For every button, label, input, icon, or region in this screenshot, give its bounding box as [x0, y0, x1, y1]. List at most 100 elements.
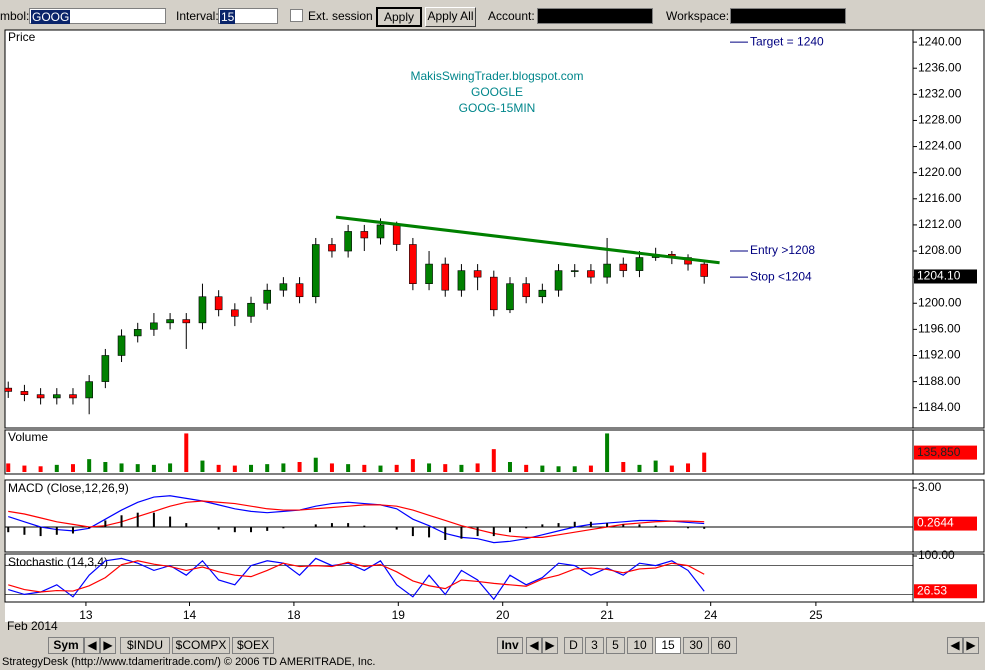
panel-title: Volume [8, 430, 48, 444]
histogram-bar [23, 526, 26, 535]
tab[interactable]: 15 [655, 637, 681, 654]
axis-frame [912, 429, 985, 475]
tab[interactable]: 10 [627, 637, 653, 654]
annotation: Entry >1208 [750, 243, 815, 257]
tab[interactable]: 3 [585, 637, 604, 654]
x-tick-label: 19 [392, 608, 406, 622]
tab[interactable]: 30 [683, 637, 709, 654]
candle-body [603, 263, 611, 278]
candle-body [522, 283, 530, 298]
tab[interactable]: D [564, 637, 583, 654]
volume-bar [459, 464, 464, 472]
histogram-bar [541, 524, 544, 527]
histogram-bar [492, 526, 495, 537]
watermark: MakisSwingTrader.blogspot.com [411, 69, 584, 83]
candle-body [489, 276, 498, 311]
volume-bar [151, 464, 156, 472]
y-tick-label: 3.00 [918, 480, 942, 494]
scroll-right[interactable]: ▶ [100, 637, 116, 654]
y-tick-label: 1228.00 [918, 113, 962, 127]
volume-bar [54, 464, 59, 472]
candle-body [85, 381, 93, 399]
inv-tab[interactable]: Inv [497, 637, 523, 654]
volume-bar [184, 433, 189, 472]
interval-label: Interval: [176, 9, 219, 23]
volume-bar [346, 464, 351, 472]
trendline [335, 215, 720, 265]
panel-title: Stochastic (14,3,4) [8, 555, 108, 569]
tab[interactable]: $COMPX [172, 637, 230, 654]
candle-body [295, 283, 304, 298]
scroll-left[interactable]: ◀ [84, 637, 100, 654]
candle-body [150, 322, 158, 330]
candle-body [425, 263, 433, 284]
y-tick-label: 1192.00 [918, 348, 961, 362]
candle-body [133, 329, 142, 337]
histogram-bar [573, 521, 576, 527]
y-tick-label: 1232.00 [918, 87, 962, 101]
volume-bar [265, 464, 270, 472]
scroll-right[interactable]: ▶ [542, 637, 558, 654]
candle-body [36, 394, 45, 399]
volume-bar [378, 465, 383, 472]
indicator-line [8, 560, 705, 593]
candle-body [360, 231, 369, 239]
ext-session-label: Ext. session [308, 9, 373, 23]
volume-bar [6, 463, 11, 472]
volume-bar [475, 463, 480, 472]
workspace-input[interactable] [730, 8, 846, 24]
x-tick-label: 14 [183, 608, 197, 622]
candle-body [344, 231, 352, 252]
histogram-bar [88, 526, 91, 529]
symbol-input[interactable]: GOOG [29, 8, 166, 24]
scroll-left[interactable]: ◀ [526, 637, 542, 654]
indicator-line [8, 557, 705, 601]
histogram-bar [152, 512, 155, 527]
candle-body [473, 270, 482, 278]
tab[interactable]: $INDU [120, 637, 170, 654]
apply-button[interactable]: Apply [376, 7, 422, 27]
x-tick-label: 25 [809, 608, 823, 622]
y-tick-label: 1216.00 [918, 191, 962, 205]
volume-bar [702, 452, 707, 472]
apply-all-button[interactable]: Apply All [425, 7, 476, 27]
y-tick-label: 1220.00 [918, 165, 962, 179]
ext-session-checkbox[interactable] [290, 9, 303, 22]
tab[interactable]: 60 [711, 637, 737, 654]
chart-background [5, 30, 985, 622]
chart: 13 14 18 19 20 21 24 25 Feb 2014 Price MakisSwingT… [4, 29, 985, 632]
candle-body [554, 270, 563, 291]
volume-bar [524, 464, 529, 472]
histogram-bar [282, 526, 285, 529]
volume-bar [200, 460, 205, 472]
volume-bar [38, 466, 43, 472]
account-label: Account: [488, 9, 535, 23]
symbol-label: mbol: [0, 9, 30, 23]
volume-bar [362, 464, 367, 472]
volume-bar [313, 457, 318, 472]
tab[interactable]: $OEX [232, 637, 274, 654]
candle-body [4, 387, 13, 392]
histogram-bar [476, 526, 479, 537]
candle-body [52, 394, 61, 399]
tab[interactable]: 5 [606, 637, 625, 654]
sym-tab[interactable]: Sym [48, 637, 84, 654]
histogram-bar [363, 525, 366, 527]
volume-bar [686, 463, 691, 472]
candle-body [587, 270, 595, 278]
account-input[interactable] [537, 8, 653, 24]
interval-input[interactable]: 15 [218, 8, 278, 24]
y-tick-label: 1196.00 [918, 322, 961, 336]
y-tick-label: 1184.00 [918, 400, 961, 414]
candle-body [570, 270, 579, 272]
scroll-right[interactable]: ▶ [963, 637, 979, 654]
indicator-line [8, 495, 705, 544]
histogram-bar [266, 526, 269, 531]
scroll-left[interactable]: ◀ [947, 637, 963, 654]
x-tick-label: 21 [600, 608, 614, 622]
candle-body [635, 257, 644, 271]
volume-bar [70, 464, 75, 472]
candle-body [311, 244, 320, 298]
candle-body [198, 296, 207, 324]
